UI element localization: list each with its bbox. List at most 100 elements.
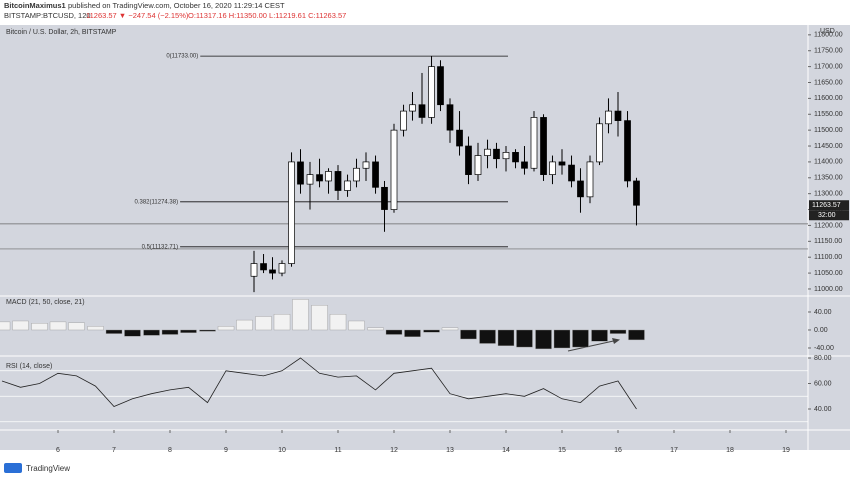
macd-bar — [535, 329, 552, 350]
y-tick-label: 40.00 — [814, 406, 832, 413]
x-tick-label: 15 — [558, 447, 566, 454]
candle-body — [456, 129, 463, 147]
logo — [4, 463, 22, 473]
y-tick-label: 11400.00 — [814, 159, 843, 166]
candle-body — [512, 152, 519, 163]
candle-body — [418, 104, 426, 118]
y-tick-label: 11350.00 — [814, 175, 843, 182]
candle-body — [428, 66, 435, 118]
x-tick-label: 12 — [390, 447, 398, 454]
candle-body — [362, 161, 370, 169]
macd-bar — [273, 314, 291, 331]
countdown: 32:00 — [818, 212, 836, 219]
x-tick-label: 8 — [168, 447, 172, 454]
y-tick-label: -40.00 — [814, 345, 834, 352]
y-tick-label: 11050.00 — [814, 270, 843, 277]
macd-bar — [124, 329, 141, 337]
macd-bar — [87, 326, 104, 331]
x-tick-label: 19 — [782, 447, 790, 454]
candle-body — [596, 123, 603, 163]
macd-bar — [441, 327, 459, 331]
symbol: BITSTAMP:BTCUSD, 120 — [4, 11, 91, 20]
candle-body — [605, 110, 612, 125]
y-tick-label: 11550.00 — [814, 111, 843, 118]
candle-body — [474, 155, 482, 175]
candle-body — [325, 171, 332, 182]
fib-label: 0.382(11274.38) — [134, 199, 178, 205]
x-tick-label: 17 — [670, 447, 678, 454]
candle-body — [521, 161, 528, 169]
candle-body — [465, 145, 472, 175]
candle-body — [381, 186, 388, 210]
candle-body — [633, 180, 640, 206]
y-tick-label: 60.00 — [814, 380, 832, 387]
price-label: 11263.57 — [812, 202, 841, 209]
macd-bar — [609, 329, 627, 334]
macd-bar — [628, 329, 645, 341]
x-tick-label: 7 — [112, 447, 116, 454]
y-tick-label: 11750.00 — [814, 48, 843, 55]
candle-body — [297, 161, 304, 185]
macd-bar — [329, 314, 347, 331]
x-tick-label: 9 — [224, 447, 228, 454]
candle-body — [372, 161, 379, 188]
y-tick-label: 11800.00 — [814, 32, 843, 39]
change: 11263.57 ▼ −247.54 (−2.15%) — [86, 11, 189, 20]
y-tick-label: 11700.00 — [814, 63, 843, 70]
macd-bar — [385, 329, 403, 335]
candle-body — [288, 161, 295, 264]
x-tick-label: 16 — [614, 447, 622, 454]
y-tick-label: 80.00 — [814, 355, 832, 362]
chart-bg — [0, 25, 808, 450]
y-tick-label: 11100.00 — [814, 254, 842, 261]
candle-body — [260, 263, 267, 271]
macd-bar — [404, 329, 421, 337]
macd-bar — [553, 329, 571, 349]
candle-body — [437, 66, 444, 106]
macd-bar — [479, 329, 496, 344]
chart-title: Bitcoin / U.S. Dollar, 2h, BITSTAMP — [6, 29, 117, 36]
countdown-box — [809, 210, 849, 221]
candle-body — [334, 171, 342, 191]
candle-body — [624, 120, 631, 182]
candle-body — [484, 148, 491, 156]
macd-bar — [49, 321, 67, 331]
macd-bar — [68, 322, 85, 331]
y-tick-label: 11200.00 — [814, 222, 843, 229]
candle-body — [502, 152, 510, 160]
macd-bar — [0, 321, 11, 331]
candle-body — [400, 110, 407, 131]
candle-body — [409, 104, 416, 112]
macd-bar — [236, 319, 253, 331]
ohlc: O:11317.16 H:11350.00 L:11219.61 C:11263… — [188, 11, 346, 20]
y-tick-label: 11650.00 — [814, 79, 843, 86]
candle-body — [577, 180, 584, 198]
candle-body — [530, 117, 538, 169]
x-tick-label: 14 — [502, 447, 510, 454]
x-tick-label: 18 — [726, 447, 734, 454]
macd-bar — [423, 329, 440, 333]
y-tick-label: 11450.00 — [814, 143, 843, 150]
axis-bg — [808, 25, 850, 450]
macd-bar — [12, 320, 29, 331]
macd-bar — [591, 329, 608, 342]
y-tick-label: 11150.00 — [814, 238, 842, 245]
candle-body — [568, 164, 575, 182]
x-tick-label: 6 — [56, 447, 60, 454]
macd-bar — [516, 329, 533, 348]
macd-bar — [199, 329, 216, 332]
price-box — [809, 200, 849, 211]
macd-bar — [311, 305, 328, 331]
fib-label: 0(11733.00) — [166, 54, 198, 60]
y-tick-label: 0.00 — [814, 327, 828, 334]
y-tick-label: 11500.00 — [814, 127, 843, 134]
macd-bar — [31, 323, 48, 331]
published: published on TradingView.com, October 16… — [68, 1, 285, 10]
footer: TradingView — [26, 464, 70, 473]
y-tick-label: 11000.00 — [814, 286, 843, 293]
author: BitcoinMaximus1 — [4, 1, 66, 10]
candle-body — [614, 110, 622, 121]
candle-body — [549, 161, 556, 175]
macd-bar — [497, 329, 515, 346]
